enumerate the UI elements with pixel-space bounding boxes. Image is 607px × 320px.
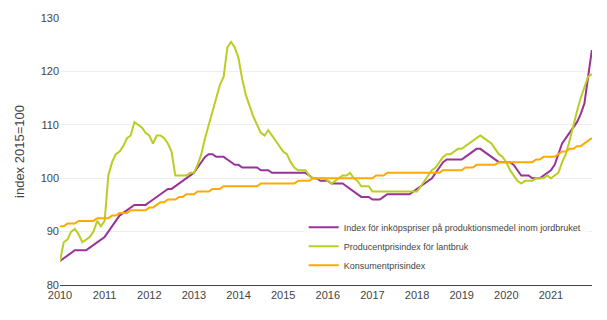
svg-text:2021: 2021 (539, 289, 563, 301)
svg-text:2012: 2012 (137, 289, 161, 301)
svg-text:110: 110 (41, 119, 59, 131)
svg-text:2017: 2017 (360, 289, 384, 301)
svg-text:Konsumentprisindex: Konsumentprisindex (344, 261, 426, 271)
svg-text:2019: 2019 (449, 289, 473, 301)
svg-text:2020: 2020 (494, 289, 518, 301)
svg-text:2018: 2018 (405, 289, 429, 301)
svg-text:2010: 2010 (48, 289, 72, 301)
svg-text:2013: 2013 (182, 289, 206, 301)
svg-text:90: 90 (47, 225, 59, 237)
svg-text:100: 100 (41, 172, 59, 184)
svg-text:2014: 2014 (226, 289, 250, 301)
svg-text:Index för inköpspriser på prod: Index för inköpspriser på produktionsmed… (344, 223, 581, 233)
svg-text:index 2015=100: index 2015=100 (12, 105, 27, 198)
svg-text:130: 130 (41, 12, 59, 24)
svg-text:2015: 2015 (271, 289, 295, 301)
svg-text:2016: 2016 (316, 289, 340, 301)
svg-text:120: 120 (41, 65, 59, 77)
svg-text:80: 80 (47, 279, 59, 291)
svg-text:Producentprisindex för lantbru: Producentprisindex för lantbruk (344, 242, 469, 252)
svg-text:2011: 2011 (93, 289, 117, 301)
